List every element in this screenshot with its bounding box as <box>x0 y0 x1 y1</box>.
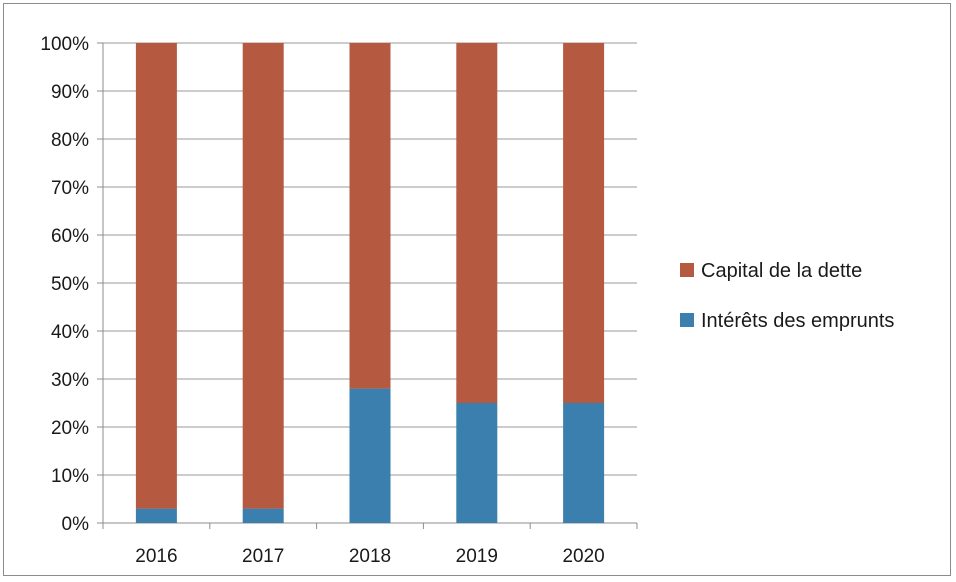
x-tick-label: 2017 <box>242 546 284 567</box>
y-tick-label: 90% <box>51 82 89 103</box>
bar-capital-2020 <box>563 43 605 403</box>
y-tick-label: 10% <box>51 466 89 487</box>
y-tick-label: 50% <box>51 274 89 295</box>
legend-label: Capital de la dette <box>701 260 862 282</box>
legend: Capital de la dette Intérêts des emprunts <box>680 260 894 332</box>
bar-capital-2018 <box>349 43 391 389</box>
y-tick-label: 100% <box>40 34 89 55</box>
bar-interets-2017 <box>242 508 284 523</box>
y-tick-label: 40% <box>51 322 89 343</box>
y-tick-label: 20% <box>51 418 89 439</box>
y-tick-label: 60% <box>51 226 89 247</box>
bar-interets-2020 <box>563 403 605 523</box>
y-tick-label: 30% <box>51 370 89 391</box>
bar-interets-2016 <box>135 508 177 523</box>
x-tick-label: 2016 <box>135 546 177 567</box>
x-tick-label: 2019 <box>456 546 498 567</box>
bar-capital-2016 <box>135 43 177 509</box>
x-tick-label: 2020 <box>562 546 604 567</box>
legend-swatch <box>680 263 694 277</box>
bar-capital-2019 <box>456 43 498 403</box>
y-tick-labels: 0% 10% 20% 30% 40% 50% 60% 70% 80% 90% 100% <box>40 34 89 535</box>
x-tick-labels: 2016 2017 2018 2019 2020 <box>135 546 604 567</box>
bar-capital-2017 <box>242 43 284 509</box>
y-tick-label: 70% <box>51 178 89 199</box>
legend-swatch <box>680 313 694 327</box>
bars <box>135 43 605 523</box>
x-tick-label: 2018 <box>349 546 391 567</box>
bar-interets-2018 <box>349 388 391 523</box>
y-tick-label: 80% <box>51 130 89 151</box>
y-tick-label: 0% <box>62 514 90 535</box>
bar-interets-2019 <box>456 403 498 523</box>
legend-label: Intérêts des emprunts <box>701 310 894 332</box>
